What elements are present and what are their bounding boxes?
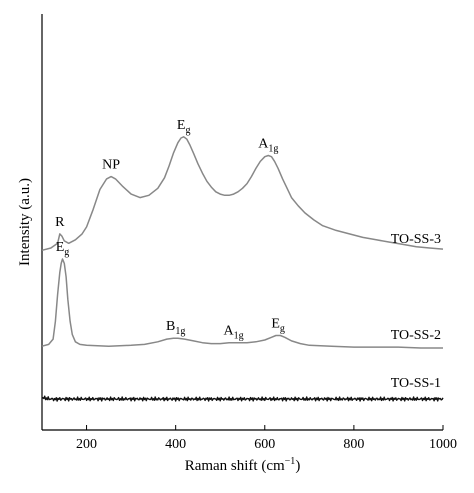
peak-label: Eg (56, 240, 70, 258)
series-label-to-ss-1: TO-SS-1 (391, 376, 441, 391)
x-tick-label: 200 (76, 437, 97, 452)
peak-label: Eg (271, 317, 285, 335)
series-line-to-ss-3 (41, 136, 444, 252)
series-line-to-ss-1 (41, 395, 444, 402)
peak-label: Eg (177, 118, 191, 136)
y-axis-title: Intensity (a.u.) (17, 178, 33, 266)
series-label-to-ss-3: TO-SS-3 (391, 232, 441, 247)
series-line-to-ss-2 (41, 258, 443, 349)
x-tick-label: 400 (165, 437, 186, 452)
peak-label: A1g (258, 137, 278, 155)
axes: 200 400 600 800 1000 Raman shift (cm−1) Intens… (17, 14, 457, 474)
x-tick-label: 600 (254, 437, 275, 452)
chart-labels: TO-SS-3 TO-SS-2 TO-SS-1 R NP Eg A1g Eg B1g A1g Eg (55, 118, 441, 391)
plot-area (41, 136, 444, 402)
peak-label: A1g (224, 324, 244, 342)
peak-label: NP (102, 158, 120, 173)
x-tick-label: 1000 (429, 437, 457, 452)
peak-label: R (55, 215, 65, 230)
series-label-to-ss-2: TO-SS-2 (391, 328, 441, 343)
peak-label: B1g (166, 319, 185, 337)
x-tick-label: 800 (343, 437, 364, 452)
x-axis-title: Raman shift (cm−1) (185, 456, 301, 474)
